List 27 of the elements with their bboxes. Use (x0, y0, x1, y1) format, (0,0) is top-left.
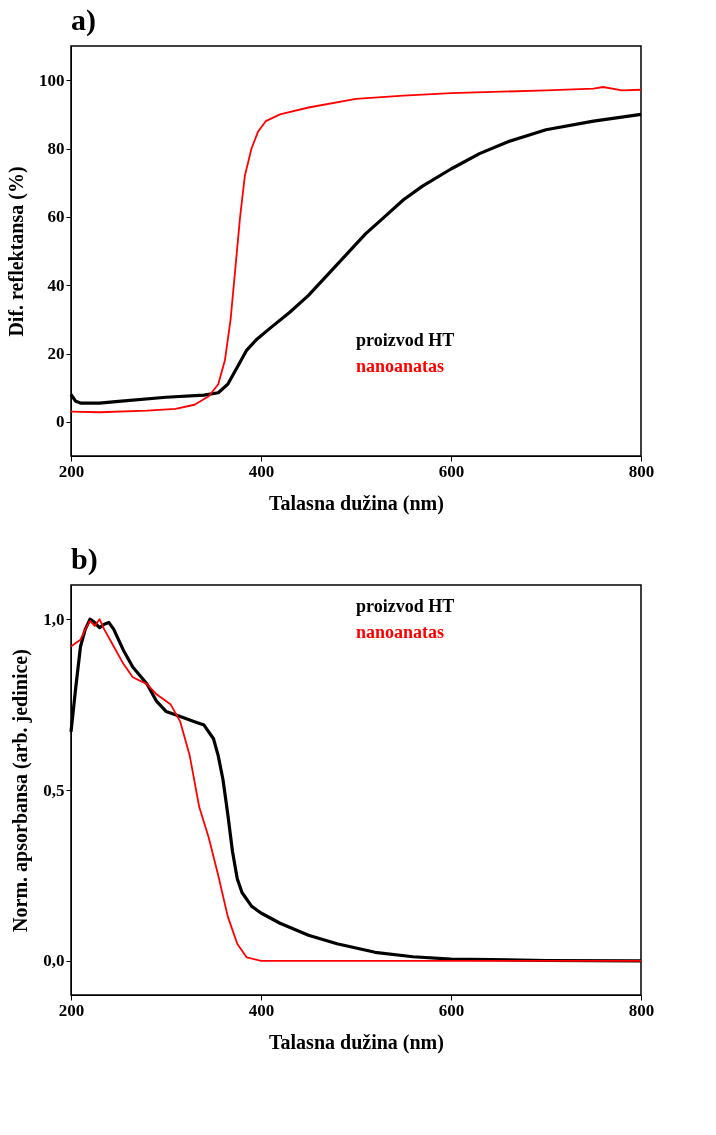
y-tick-label: 0 (56, 412, 65, 432)
y-tick-label: 1,0 (43, 609, 65, 629)
y-tick-label: 80 (47, 139, 65, 158)
x-tick-label: 400 (248, 461, 275, 481)
x-axis-title: Talasna dužina (nm) (269, 1030, 444, 1054)
y-tick-label: 0,5 (43, 780, 65, 800)
text: proizvod HT (356, 596, 455, 616)
chart-title: b) (71, 542, 98, 576)
text: nanoanatas (356, 622, 445, 642)
y-axis-title: Norm. apsorbansa (arb. jedinice) (9, 649, 33, 932)
y-tick-label: 40 (47, 275, 65, 295)
y-tick-label: 100 (39, 70, 65, 90)
x-tick-label: 200 (58, 461, 85, 481)
x-tick-label: 200 (58, 1000, 85, 1020)
y-tick-label: 20 (47, 344, 65, 363)
text: proizvod HT (356, 330, 455, 350)
y-axis-title: Dif. reflektansa (%) (5, 166, 28, 337)
chart-title: a) (71, 3, 96, 37)
x-tick-label: 400 (248, 1000, 275, 1020)
x-tick-label: 600 (438, 461, 465, 481)
x-tick-label: 600 (438, 1000, 465, 1020)
y-tick-label: 0,0 (43, 951, 65, 971)
x-tick-label: 800 (628, 461, 655, 481)
text: nanoanatas (356, 356, 445, 376)
x-tick-label: 800 (628, 1000, 655, 1020)
x-axis-title: Talasna dužina (nm) (269, 491, 444, 515)
y-tick-label: 60 (47, 207, 65, 227)
